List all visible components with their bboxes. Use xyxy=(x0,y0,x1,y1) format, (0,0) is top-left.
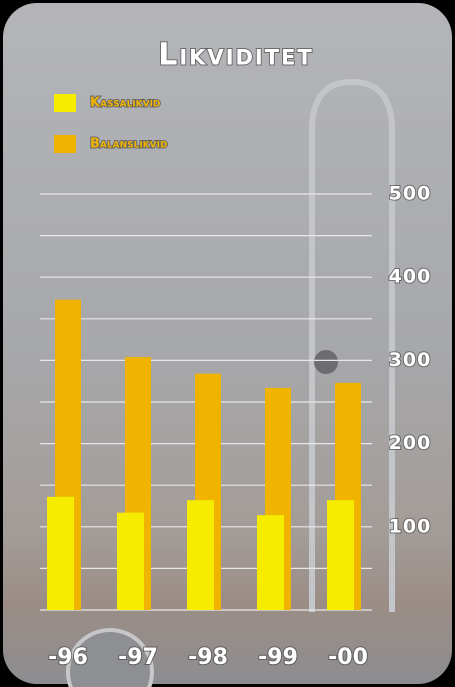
legend-label: Kassalikvid xyxy=(90,96,160,111)
bar xyxy=(327,500,354,610)
x-tick-label: -99 xyxy=(258,645,298,670)
chart: Likviditet Kassalikvid Balanslikvid 100 200… xyxy=(0,0,455,687)
chart-title: Likviditet xyxy=(158,38,314,73)
x-tick-label: -00 xyxy=(328,645,368,670)
y-tick-label: 500 xyxy=(389,183,432,205)
bar xyxy=(187,500,214,610)
x-tick-label: -98 xyxy=(188,645,228,670)
door-handle xyxy=(314,350,338,374)
x-tick-label: -97 xyxy=(118,645,158,670)
bar xyxy=(117,513,144,610)
legend-swatch xyxy=(54,94,76,112)
x-tick-label: -96 xyxy=(48,645,88,670)
y-tick-label: 100 xyxy=(389,515,432,537)
bar xyxy=(257,515,284,610)
y-tick-label: 400 xyxy=(389,266,432,288)
legend-label: Balanslikvid xyxy=(90,137,167,152)
y-tick-label: 300 xyxy=(389,349,432,371)
legend-swatch xyxy=(54,135,76,153)
y-tick-label: 200 xyxy=(389,432,432,454)
bar xyxy=(47,497,74,610)
